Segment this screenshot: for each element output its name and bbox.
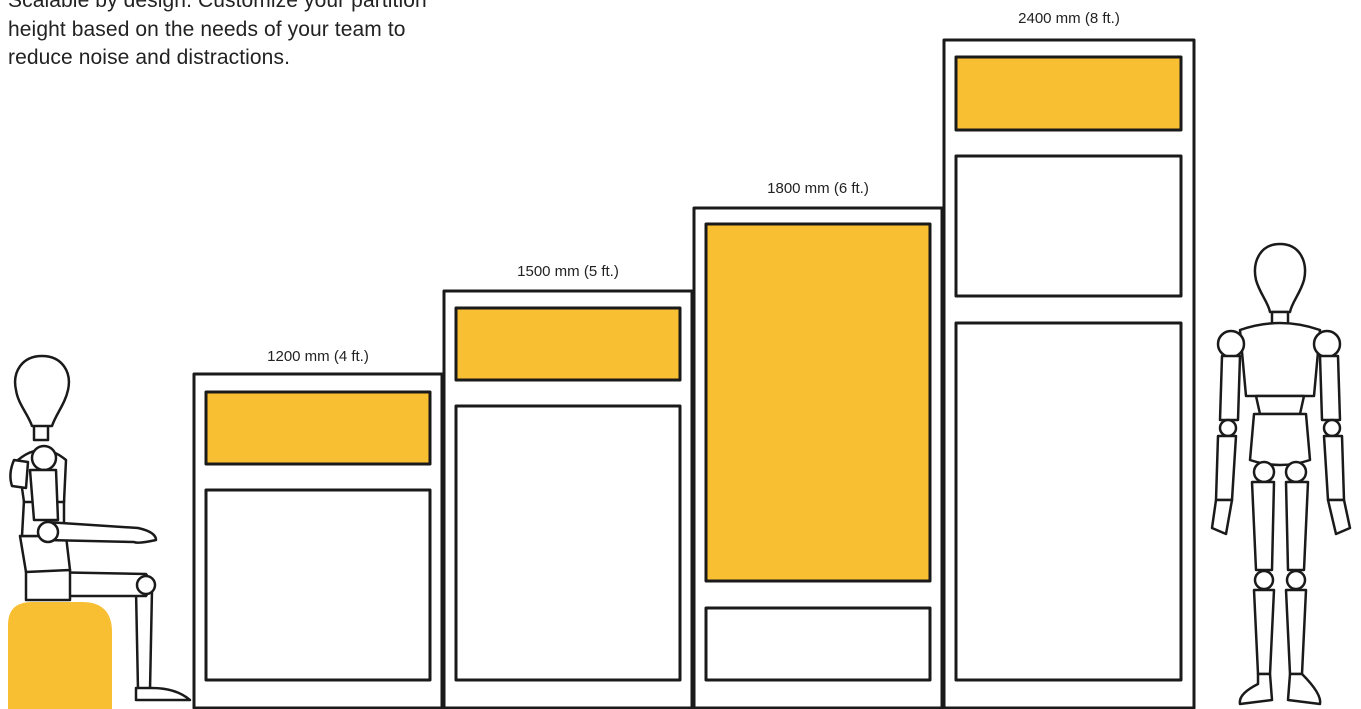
partition-1800 bbox=[692, 206, 944, 709]
intro-text: Scalable by design. Customize your parti… bbox=[8, 0, 427, 69]
seat-block bbox=[8, 602, 112, 709]
partition-1500-accent-panel bbox=[454, 306, 682, 382]
height-label-2400: 2400 mm (8 ft.) bbox=[1018, 10, 1120, 27]
height-label-1500: 1500 mm (5 ft.) bbox=[517, 263, 619, 280]
partition-1500-panel bbox=[454, 404, 682, 682]
partition-2400-accent-panel bbox=[954, 55, 1183, 132]
standing-mannequin-icon bbox=[1210, 242, 1352, 706]
partition-1500 bbox=[442, 289, 694, 709]
partition-2400-lower-panel bbox=[954, 321, 1183, 682]
partition-1800-accent-panel bbox=[704, 222, 932, 583]
partition-2400 bbox=[942, 38, 1196, 709]
partition-1800-panel bbox=[704, 606, 932, 682]
height-label-1200: 1200 mm (4 ft.) bbox=[267, 348, 369, 365]
seated-mannequin-icon bbox=[9, 354, 192, 702]
partition-1200-panel bbox=[204, 488, 432, 682]
partition-1200 bbox=[192, 372, 444, 709]
partition-1200-accent-panel bbox=[204, 390, 432, 466]
height-label-1800: 1800 mm (6 ft.) bbox=[767, 180, 869, 197]
partition-2400-upper-panel bbox=[954, 154, 1183, 298]
